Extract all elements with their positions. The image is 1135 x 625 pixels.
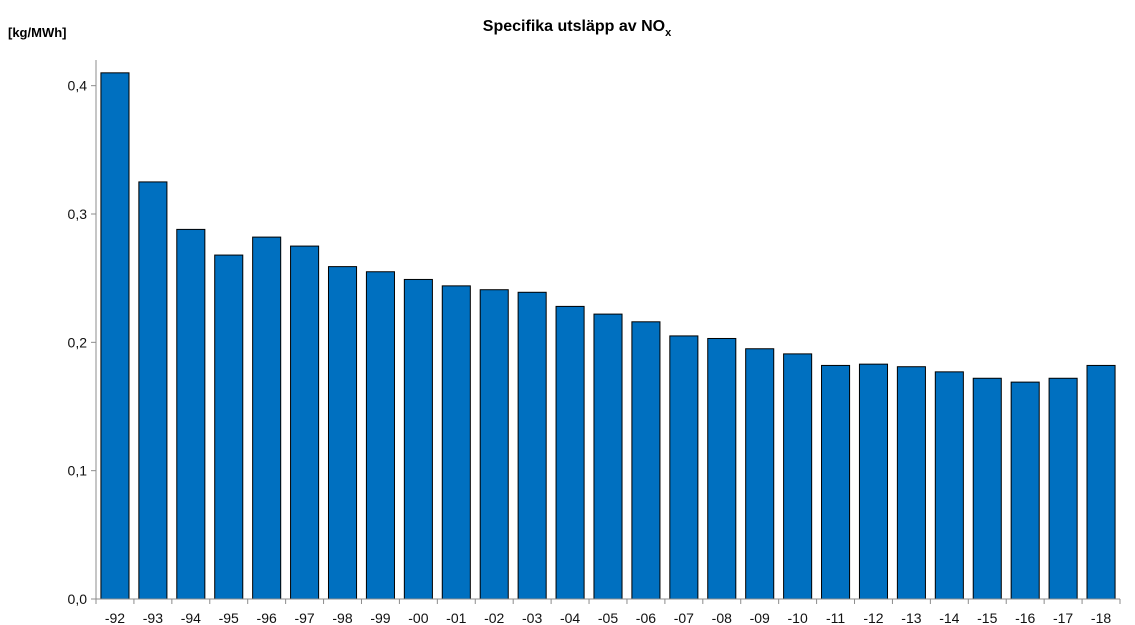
bar-y95 bbox=[214, 254, 244, 600]
x-tick-label: -14 bbox=[939, 610, 959, 625]
x-tick-label: -02 bbox=[484, 610, 504, 625]
x-tick-label: -17 bbox=[1053, 610, 1073, 625]
x-tick-label: -99 bbox=[370, 610, 390, 625]
x-tick-label: -10 bbox=[788, 610, 808, 625]
x-tick-label: -13 bbox=[901, 610, 921, 625]
x-tick-label: -00 bbox=[408, 610, 428, 625]
bar-y12 bbox=[858, 363, 889, 600]
bar-y99 bbox=[365, 271, 395, 600]
x-tick-label: -15 bbox=[977, 610, 997, 625]
x-tick-label: -04 bbox=[560, 610, 580, 625]
bar-y07 bbox=[669, 335, 699, 600]
x-tick-label: -07 bbox=[674, 610, 694, 625]
x-tick-label: -16 bbox=[1015, 610, 1035, 625]
x-tick-label: -92 bbox=[105, 610, 125, 625]
x-tick-label: -11 bbox=[826, 610, 845, 625]
x-tick-label: -03 bbox=[522, 610, 542, 625]
bar-y00 bbox=[403, 278, 433, 600]
y-axis-unit-label: [kg/MWh] bbox=[8, 25, 66, 40]
x-tick-label: -01 bbox=[446, 610, 466, 625]
y-tick-label: 0,3 bbox=[68, 206, 88, 222]
bar-y16 bbox=[1010, 381, 1040, 600]
bar-y97 bbox=[290, 245, 320, 600]
bar-y93 bbox=[138, 181, 168, 600]
bar-y09 bbox=[745, 348, 775, 600]
bar-y06 bbox=[631, 321, 661, 600]
y-tick-label: 0,2 bbox=[68, 334, 88, 350]
x-tick-label: -98 bbox=[332, 610, 352, 625]
x-tick-label: -96 bbox=[257, 610, 277, 625]
x-tick-label: -09 bbox=[750, 610, 770, 625]
bar-y96 bbox=[252, 236, 282, 600]
x-tick-label: -94 bbox=[181, 610, 201, 625]
bar-y02 bbox=[479, 289, 509, 600]
bar-y10 bbox=[783, 353, 813, 600]
bar-y11 bbox=[821, 364, 851, 600]
x-tick-label: -08 bbox=[712, 610, 732, 625]
bar-y14 bbox=[934, 371, 964, 600]
chart-title: Specifika utsläpp av NOx bbox=[483, 18, 672, 39]
y-tick-label: 0,1 bbox=[68, 463, 88, 479]
x-tick-label: -12 bbox=[863, 610, 883, 625]
bar-y13 bbox=[896, 366, 926, 600]
x-tick-label: -95 bbox=[219, 610, 239, 625]
bar-y03 bbox=[517, 291, 547, 600]
bar-y98 bbox=[327, 266, 358, 600]
bar-y94 bbox=[176, 228, 206, 600]
x-tick-label: -93 bbox=[143, 610, 163, 625]
bar-y18 bbox=[1086, 364, 1116, 600]
x-tick-label: -97 bbox=[294, 610, 314, 625]
chart-title-main: Specifika utsläpp av NO bbox=[483, 18, 665, 35]
bar-y08 bbox=[707, 337, 737, 600]
x-tick-label: -18 bbox=[1091, 610, 1111, 625]
bar-y92 bbox=[100, 72, 130, 600]
y-axis-ticks: 0,0 0,1 0,2 0,3 0,4 bbox=[68, 78, 96, 607]
bar-y17 bbox=[1048, 377, 1078, 600]
x-tick-label: -05 bbox=[598, 610, 618, 625]
chart-title-subscript: x bbox=[665, 27, 672, 39]
bar-y05 bbox=[593, 313, 623, 600]
bars-group bbox=[100, 72, 1116, 600]
x-axis-ticks: -92 -93 -94 -95 -96 -97 -98 -99 -00 -01 -02 -03 -04 -… bbox=[95, 599, 1121, 625]
bar-y04 bbox=[555, 305, 585, 600]
bar-y01 bbox=[441, 285, 471, 600]
bar-y15 bbox=[972, 377, 1002, 600]
y-tick-label: 0,4 bbox=[68, 78, 88, 94]
x-tick-label: -06 bbox=[636, 610, 656, 625]
y-tick-label: 0,0 bbox=[68, 591, 88, 607]
